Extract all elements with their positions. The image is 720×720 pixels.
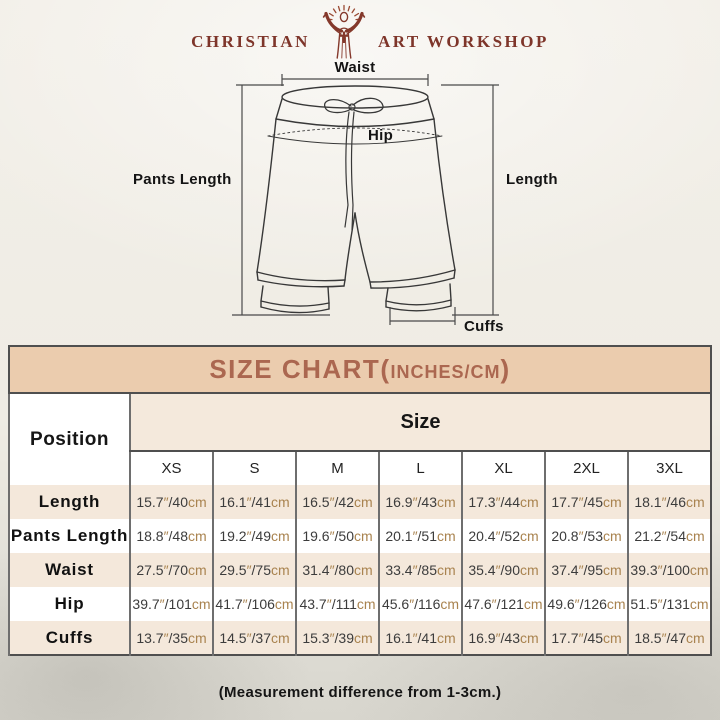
row-label: Cuffs xyxy=(8,621,130,655)
row-label: Hip xyxy=(8,587,130,621)
table-row-length: Length 15.7″/40cm 16.1″/41cm 16.5″/42cm … xyxy=(8,485,711,519)
size-cell: 17.3″/44cm xyxy=(461,485,545,519)
row-label: Length xyxy=(8,485,130,519)
size-cell: 31.4″/80cm xyxy=(295,553,379,587)
cuffs-label: Cuffs xyxy=(464,318,504,335)
size-cell: 37.4″/95cm xyxy=(544,553,628,587)
size-cell: 29.5″/75cm xyxy=(212,553,296,587)
row-label: Waist xyxy=(8,553,130,587)
size-cell: 21.2″/54cm xyxy=(627,519,711,553)
size-col-header-xl: XL xyxy=(461,451,545,485)
size-cell: 33.4″/85cm xyxy=(378,553,462,587)
table-row-pants-length: Pants Length 18.8″/48cm 19.2″/49cm 19.6″… xyxy=(8,519,711,553)
size-header-row: Position Size xyxy=(8,393,711,485)
jesus-figure-icon xyxy=(322,4,366,59)
row-label: Pants Length xyxy=(8,519,130,553)
size-col-header-l: L xyxy=(378,451,462,485)
size-cell: 18.8″/48cm xyxy=(129,519,213,553)
size-cell: 27.5″/70cm xyxy=(129,553,213,587)
hip-label: Hip xyxy=(368,127,394,144)
size-cell: 39.3″/100cm xyxy=(627,553,711,587)
shorts-diagram xyxy=(232,74,499,325)
size-cell: 16.9″/43cm xyxy=(378,485,462,519)
logo-right-text: ART WORKSHOP xyxy=(377,32,549,51)
size-cell: 16.5″/42cm xyxy=(295,485,379,519)
table-title-row: SIZE CHART(INCHES/CM) xyxy=(9,346,711,394)
size-chart-title-units: INCHES/CM xyxy=(390,362,501,382)
size-cell: 41.7″/106cm xyxy=(212,587,296,621)
table-row-waist: Waist 27.5″/70cm 29.5″/75cm 31.4″/80cm 3… xyxy=(8,553,711,587)
size-chart-title-close: ) xyxy=(500,354,511,384)
size-header: Size xyxy=(129,393,711,452)
size-cell: 19.6″/50cm xyxy=(295,519,379,553)
size-cell: 14.5″/37cm xyxy=(212,621,296,655)
size-cell: 16.1″/41cm xyxy=(212,485,296,519)
size-cell: 43.7″/111cm xyxy=(295,587,379,621)
size-cell: 18.1″/46cm xyxy=(627,485,711,519)
size-cell: 15.7″/40cm xyxy=(129,485,213,519)
size-cell: 39.7″/101cm xyxy=(129,587,213,621)
size-cell: 15.3″/39cm xyxy=(295,621,379,655)
table-row-hip: Hip 39.7″/101cm 41.7″/106cm 43.7″/111cm … xyxy=(8,587,711,621)
size-cell: 18.5″/47cm xyxy=(627,621,711,655)
size-cell: 16.9″/43cm xyxy=(461,621,545,655)
table-row-cuffs: Cuffs 13.7″/35cm 14.5″/37cm 15.3″/39cm 1… xyxy=(8,621,711,655)
size-cell: 17.7″/45cm xyxy=(544,485,628,519)
measurement-note: (Measurement difference from 1-3cm.) xyxy=(218,684,502,701)
size-cell: 45.6″/116cm xyxy=(378,587,462,621)
size-cell: 19.2″/49cm xyxy=(212,519,296,553)
size-col-header-s: S xyxy=(212,451,296,485)
length-label: Length xyxy=(506,171,558,188)
waist-label: Waist xyxy=(334,59,376,76)
size-cell: 51.5″/131cm xyxy=(627,587,711,621)
brand-logo: CHRISTIAN xyxy=(0,2,720,60)
size-cell: 20.1″/51cm xyxy=(378,519,462,553)
size-chart-title-main: SIZE CHART( xyxy=(209,354,391,384)
size-col-header-3xl: 3XL xyxy=(627,451,711,485)
size-chart-title: SIZE CHART(INCHES/CM) xyxy=(9,346,711,394)
logo-left-text: CHRISTIAN xyxy=(191,32,310,51)
size-cell: 20.8″/53cm xyxy=(544,519,628,553)
size-chart-table: SIZE CHART(INCHES/CM) Position Size XS S… xyxy=(8,345,712,656)
size-cell: 17.7″/45cm xyxy=(544,621,628,655)
size-cell: 47.6″/121cm xyxy=(461,587,545,621)
size-col-header-2xl: 2XL xyxy=(544,451,628,485)
size-col-header-m: M xyxy=(295,451,379,485)
size-cell: 20.4″/52cm xyxy=(461,519,545,553)
pants-length-label: Pants Length xyxy=(133,171,232,188)
size-cell: 13.7″/35cm xyxy=(129,621,213,655)
size-columns-row: XS S M L XL 2XL 3XL xyxy=(9,451,711,485)
size-col-header-xs: XS xyxy=(129,451,213,485)
size-cell: 49.6″/126cm xyxy=(544,587,628,621)
size-cell: 35.4″/90cm xyxy=(461,553,545,587)
size-cell: 16.1″/41cm xyxy=(378,621,462,655)
position-header: Position xyxy=(8,393,130,485)
